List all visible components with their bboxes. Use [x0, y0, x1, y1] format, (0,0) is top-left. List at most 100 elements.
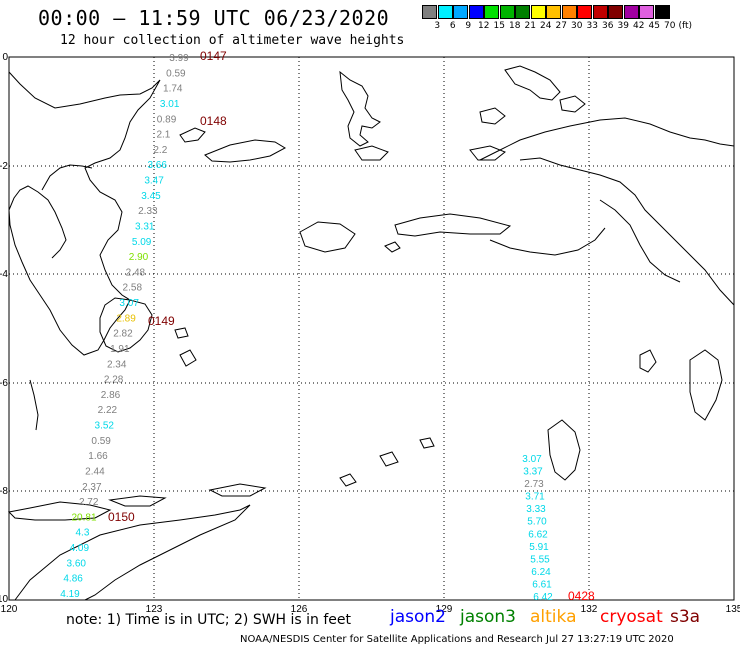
pass-time-label: 0148: [200, 114, 227, 128]
credits-line: NOAA/NESDIS Center for Satellite Applica…: [240, 634, 674, 645]
color-scale-swatch: [484, 5, 499, 19]
graticule: [9, 57, 734, 600]
longitude-label: 126: [291, 604, 308, 615]
color-scale-swatch: [453, 5, 468, 19]
coastline-tanimbar: [547, 419, 581, 481]
color-scale-swatch: [639, 5, 654, 19]
wave-height-value: 0.59: [166, 68, 186, 79]
color-scale-label: 30: [571, 21, 583, 31]
wave-height-value: 2.89: [116, 313, 136, 324]
color-scale-label: (ft): [678, 21, 693, 31]
pass-time-label: 0150: [108, 510, 135, 524]
coastline-new-guinea: [479, 117, 735, 161]
satellite-legend-entry: cryosat: [600, 607, 663, 627]
wave-height-value: 2.82: [113, 329, 133, 340]
pass-labels: 0147 0148 0149 0150 0428: [108, 49, 595, 603]
wave-height-value: 2.33: [138, 206, 158, 217]
color-scale-label: 3: [434, 21, 441, 31]
wave-height-value: 2.86: [101, 390, 121, 401]
wave-height-value: 0.59: [91, 436, 111, 447]
map-subtitle: 12 hour collection of altimeter wave hei…: [60, 33, 405, 48]
color-scale-label: 18: [509, 21, 521, 31]
wave-height-value: 3.60: [66, 558, 86, 569]
color-scale-label: 9: [465, 21, 472, 31]
wave-height-value: 3.31: [135, 221, 155, 232]
wave-height-value: 2.2: [153, 145, 167, 156]
wave-height-value: 2.22: [98, 405, 118, 416]
coastline-buton: [99, 297, 153, 353]
wave-height-value: 4.86: [63, 574, 83, 585]
color-scale-label: 33: [586, 21, 598, 31]
wave-height-value: 3.71: [525, 492, 545, 503]
color-scale-label: 15: [493, 21, 505, 31]
latitude-label: -2: [0, 161, 8, 172]
coastline-aru: [689, 349, 723, 421]
wave-height-value: 3.45: [141, 191, 161, 202]
color-scale-swatch: [468, 5, 484, 19]
wave-height-value: 3.99: [169, 53, 189, 64]
wave-height-value: 2.73: [524, 479, 544, 490]
pass-time-label: 0147: [200, 49, 227, 63]
longitude-label: 132: [581, 604, 598, 615]
color-scale-swatch: [422, 5, 437, 19]
wave-height-value: 3.66: [147, 160, 167, 171]
coastline-sula: [204, 139, 287, 163]
color-scale-swatch: [515, 5, 530, 19]
wave-height-value: 5.09: [132, 237, 152, 248]
color-scale-label: 39: [617, 21, 629, 31]
longitude-label: 129: [436, 604, 453, 615]
color-scale-label: 27: [555, 21, 567, 31]
coastline-sulawesi: [8, 71, 161, 356]
wave-height-value: 3.01: [160, 99, 180, 110]
wave-height-value: 2.1: [156, 130, 170, 141]
coastline-seram: [394, 213, 512, 237]
color-scale-swatch: [577, 5, 592, 19]
wave-height-value: 2.48: [126, 267, 146, 278]
wave-height-value: 5.70: [527, 517, 547, 528]
color-scale-swatch: [499, 5, 515, 19]
wave-height-value: 5.55: [530, 554, 550, 565]
map-frame: [8, 56, 735, 601]
wave-height-value: 3.33: [526, 504, 546, 515]
footer-note: note: 1) Time is in UTC; 2) SWH is in fe…: [66, 612, 352, 628]
wave-height-value: 1.74: [163, 84, 183, 95]
coastline-halmahera: [339, 70, 381, 147]
wave-height-value: 3.52: [95, 421, 115, 432]
color-scale-swatch: [546, 5, 561, 19]
wave-height-value: 5.91: [529, 542, 549, 553]
wave-height-value: 1.66: [88, 451, 108, 462]
latitude-label: 0: [2, 52, 8, 63]
wave-height-value: 6.62: [528, 529, 548, 540]
wave-height-value: 2.72: [79, 497, 99, 508]
latitude-label: -4: [0, 269, 8, 280]
wave-height-value: 2.37: [82, 482, 102, 493]
wave-height-value: 3.07: [522, 454, 542, 465]
wave-height-value: 2.34: [107, 359, 127, 370]
satellite-legend-entry: s3a: [670, 607, 701, 627]
longitude-label: 123: [146, 604, 163, 615]
wave-height-value: 1.91: [110, 344, 130, 355]
color-scale-swatch: [654, 5, 670, 19]
coastlines: [7, 65, 735, 601]
altimeter-track-2: 3.07 3.372.73 3.713.33 5.706.62 5.915.55 6.24…: [522, 454, 553, 603]
wave-height-value: 6.42: [533, 592, 553, 603]
coastline-timor: [14, 504, 251, 601]
color-scale-swatch: [608, 5, 623, 19]
coastline-buru: [299, 221, 356, 253]
map-title: 00:00 — 11:59 UTC 06/23/2020: [38, 6, 390, 30]
satellite-legend-entry: altika: [530, 607, 577, 627]
wave-height-value: 4.19: [60, 589, 80, 600]
wave-height-value: 6.24: [531, 567, 551, 578]
satellite-legend-entry: jason3: [460, 607, 516, 627]
color-scale-swatch: [592, 5, 608, 19]
color-scale-swatch: [437, 5, 453, 19]
color-scale-label: 70: [664, 21, 676, 31]
wave-height-value: 4.3: [76, 528, 90, 539]
latitude-label: -10: [0, 594, 8, 605]
wave-height-value: 6.61: [532, 579, 552, 590]
color-scale-label: 6: [449, 21, 456, 31]
longitude-label: 120: [1, 604, 18, 615]
pass-time-label: 0149: [148, 314, 175, 328]
color-scale-swatch: [623, 5, 639, 19]
